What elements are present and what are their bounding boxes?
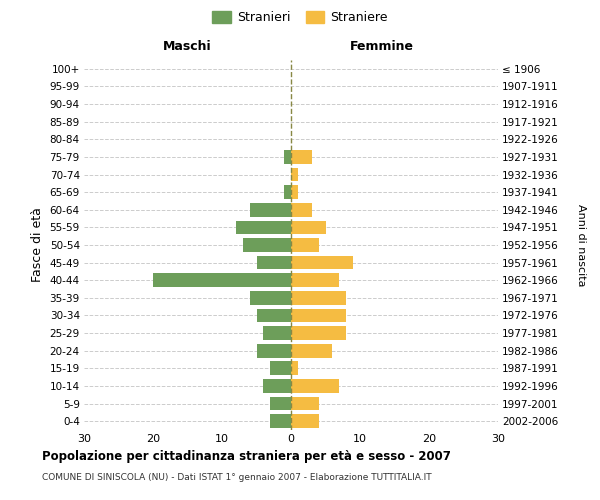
Y-axis label: Fasce di età: Fasce di età: [31, 208, 44, 282]
Bar: [284, 150, 291, 164]
Bar: [291, 186, 298, 199]
Bar: [291, 379, 340, 393]
Bar: [291, 150, 312, 164]
Bar: [291, 362, 298, 375]
Bar: [271, 414, 291, 428]
Text: Maschi: Maschi: [163, 40, 212, 52]
Bar: [271, 396, 291, 410]
Bar: [153, 274, 291, 287]
Bar: [291, 238, 319, 252]
Bar: [284, 186, 291, 199]
Text: Femmine: Femmine: [350, 40, 414, 52]
Bar: [236, 220, 291, 234]
Bar: [291, 308, 346, 322]
Text: COMUNE DI SINISCOLA (NU) - Dati ISTAT 1° gennaio 2007 - Elaborazione TUTTITALIA.: COMUNE DI SINISCOLA (NU) - Dati ISTAT 1°…: [42, 472, 431, 482]
Bar: [291, 414, 319, 428]
Y-axis label: Anni di nascita: Anni di nascita: [575, 204, 586, 286]
Bar: [291, 344, 332, 358]
Text: Popolazione per cittadinanza straniera per età e sesso - 2007: Popolazione per cittadinanza straniera p…: [42, 450, 451, 463]
Bar: [291, 396, 319, 410]
Bar: [291, 220, 325, 234]
Bar: [291, 326, 346, 340]
Bar: [257, 256, 291, 270]
Bar: [263, 326, 291, 340]
Bar: [263, 379, 291, 393]
Bar: [257, 344, 291, 358]
Bar: [291, 274, 340, 287]
Bar: [242, 238, 291, 252]
Bar: [291, 168, 298, 181]
Bar: [291, 291, 346, 304]
Legend: Stranieri, Straniere: Stranieri, Straniere: [207, 6, 393, 29]
Bar: [291, 203, 312, 216]
Bar: [250, 203, 291, 216]
Bar: [257, 308, 291, 322]
Bar: [271, 362, 291, 375]
Bar: [291, 256, 353, 270]
Bar: [250, 291, 291, 304]
